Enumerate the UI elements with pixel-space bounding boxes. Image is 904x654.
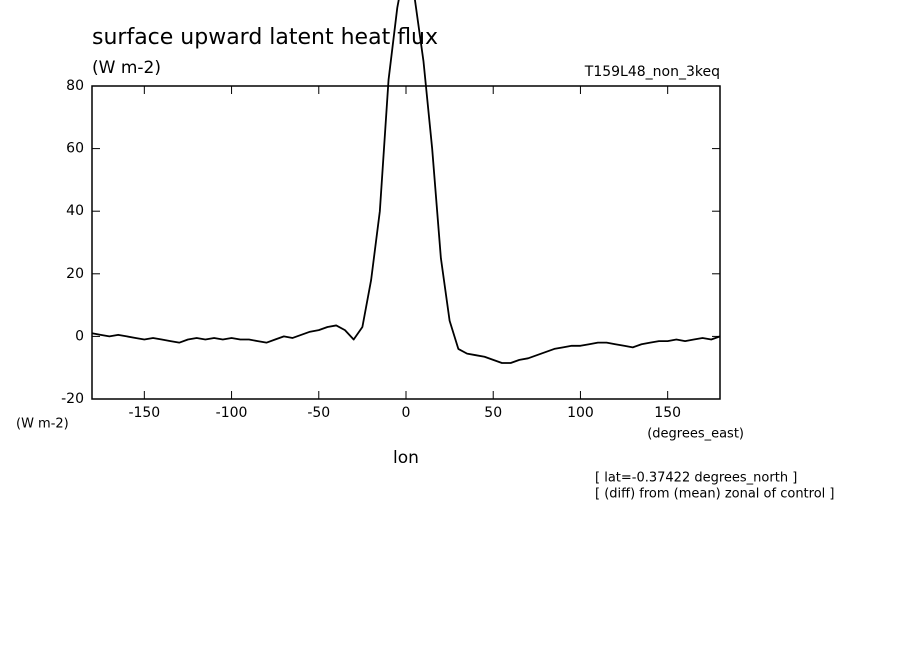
chart-title: surface upward latent heat flux (92, 25, 438, 50)
y-tick-label: 40 (66, 203, 84, 219)
x-unit: (degrees_east) (647, 427, 744, 442)
data-line (91, 0, 721, 364)
annotation: [ lat=-0.37422 degrees_north ] (595, 471, 797, 486)
x-tick-label: -100 (216, 405, 248, 421)
x-tick-label: 100 (567, 405, 594, 421)
annotation: [ (diff) from (mean) zonal of control ] (595, 487, 834, 502)
subtitle: (W m-2) (92, 58, 161, 78)
x-tick-label: -50 (307, 405, 330, 421)
run-label: T159L48_non_3keq (584, 64, 720, 80)
x-tick-label: 150 (654, 405, 681, 421)
y-tick-label: 80 (66, 78, 84, 94)
y-tick-label: 20 (66, 266, 84, 282)
x-axis-label: lon (393, 448, 419, 468)
x-tick-label: 50 (484, 405, 502, 421)
x-tick-label: 0 (402, 405, 411, 421)
y-tick-label: -20 (61, 391, 84, 407)
y-tick-label: 0 (75, 328, 84, 344)
x-tick-label: -150 (128, 405, 160, 421)
y-tick-label: 60 (66, 141, 84, 157)
y-unit: (W m-2) (16, 417, 69, 432)
